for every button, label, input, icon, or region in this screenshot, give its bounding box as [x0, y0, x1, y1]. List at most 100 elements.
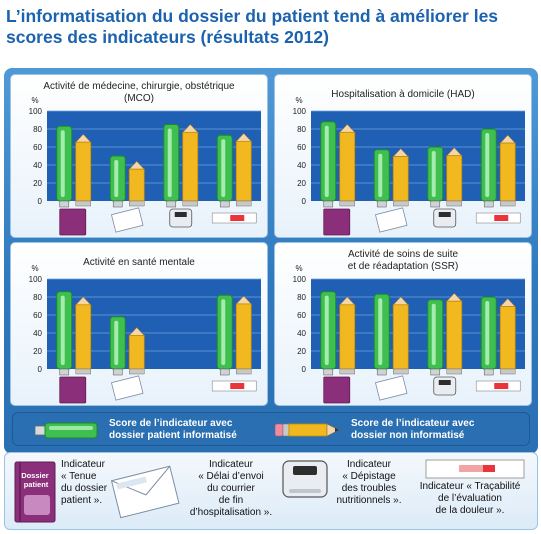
book-text-line-1: Dossier — [21, 471, 49, 480]
letter-icon — [110, 465, 180, 519]
pain-ruler-marker — [230, 215, 245, 221]
scale-icon — [169, 208, 193, 228]
chart-title-mental-health: Activité en santé mentale — [83, 257, 195, 268]
scale-icon — [433, 208, 457, 228]
patient-file-book-icon — [59, 208, 87, 236]
indicator-label-ruler: Indicateur « Traçabilité de l’évaluation… — [419, 481, 521, 516]
pencil-ferrule — [339, 368, 355, 375]
pencil-ferrule — [500, 200, 516, 207]
y-tick-label: 20 — [297, 179, 306, 188]
pencil-ferrule — [236, 368, 252, 375]
bar-paper — [75, 141, 92, 202]
scale-icon — [282, 460, 328, 498]
y-tick-label: 100 — [29, 107, 43, 116]
chart-ssr: 0 20 40 60 80 100% — [293, 264, 525, 404]
pencil-ferrule — [500, 368, 516, 375]
usb-plug — [430, 200, 441, 208]
letter-icon — [111, 207, 144, 233]
y-tick-label: 20 — [297, 347, 306, 356]
pencil-ferrule — [393, 368, 409, 375]
pencil-ferrule — [446, 368, 462, 375]
bar-highlight — [221, 299, 226, 365]
legend: Score de l’indicateur avec dossier patie… — [12, 412, 530, 446]
pencil-ferrule — [75, 368, 91, 375]
y-tick-label: 60 — [297, 143, 306, 152]
patient-file-book-icon — [59, 376, 87, 404]
chart-title-mco: Activité de médecine, chirurgie, obstétr… — [43, 81, 235, 104]
pencil-ferrule — [236, 200, 252, 207]
bar-paper — [499, 306, 516, 370]
scale-display — [438, 380, 451, 385]
pencil-ferrule — [129, 200, 145, 207]
chart-panel-mental-health: Activité en santé mentale 0 20 40 60 80 100% — [10, 242, 268, 406]
y-tick-label: 80 — [297, 125, 306, 134]
bar-paper — [182, 131, 199, 202]
y-tick-label: 40 — [33, 329, 42, 338]
bar-paper — [235, 303, 252, 370]
pencil-ferrule — [75, 200, 91, 207]
bar-paper — [446, 300, 463, 370]
bar-highlight — [485, 133, 490, 197]
bar-paper — [392, 156, 409, 202]
bar-paper — [128, 168, 145, 202]
usb-plug — [112, 368, 123, 376]
letter-icon — [375, 207, 408, 233]
y-tick-label: 40 — [297, 329, 306, 338]
usb-plug — [59, 368, 70, 376]
bar-highlight — [114, 160, 119, 197]
usb-plug — [376, 368, 387, 376]
patient-file-book-icon: Dossier patient — [14, 461, 56, 523]
bar-highlight — [431, 303, 436, 365]
letter-icon — [375, 375, 408, 401]
scale-display — [174, 212, 187, 217]
bar-highlight — [378, 153, 383, 197]
pain-ruler-marker — [230, 383, 245, 389]
chart-title-ssr: Activité de soins de suite et de réadapt… — [347, 249, 459, 272]
y-tick-label: 20 — [33, 179, 42, 188]
bar-paper — [446, 155, 463, 202]
y-tick-label: 60 — [297, 311, 306, 320]
y-tick-label: 0 — [38, 365, 43, 374]
bar-paper — [499, 142, 516, 202]
y-tick-label: 80 — [33, 125, 42, 134]
y-tick-label: 80 — [297, 293, 306, 302]
y-axis-label: % — [31, 264, 38, 273]
bar-highlight — [324, 295, 329, 365]
usb-key-icon — [35, 422, 98, 439]
bar-highlight — [60, 295, 65, 365]
y-tick-label: 40 — [33, 161, 42, 170]
chart-panel-mco: Activité de médecine, chirurgie, obstétr… — [10, 74, 268, 238]
bar-highlight — [114, 320, 119, 365]
y-tick-label: 20 — [33, 347, 42, 356]
letter-icon — [111, 375, 144, 401]
patient-file-book-icon — [323, 208, 351, 236]
chart-title-had: Hospitalisation à domicile (HAD) — [331, 89, 475, 100]
usb-plug — [166, 200, 177, 208]
bar-highlight — [324, 125, 329, 197]
svg-text:Dossier patient: Dossier patient — [21, 471, 51, 489]
indicator-key: Dossier patient Indicateur « Tenue du do… — [4, 452, 538, 530]
y-tick-label: 80 — [33, 293, 42, 302]
pencil-ferrule — [446, 200, 462, 207]
scale-display — [438, 212, 451, 217]
y-axis-label: % — [295, 264, 302, 273]
bar-paper — [339, 304, 356, 370]
y-tick-label: 0 — [302, 365, 307, 374]
bar-paper — [235, 140, 252, 202]
y-tick-label: 60 — [33, 143, 42, 152]
indicator-label-file: Indicateur « Tenue du dossier patient ». — [61, 459, 108, 506]
legend-label-paper: Score de l’indicateur avec dossier non i… — [351, 418, 475, 441]
pencil-ferrule — [393, 200, 409, 207]
pain-ruler-marker — [494, 383, 509, 389]
patient-file-book-icon — [323, 376, 351, 404]
pain-ruler-marker — [494, 215, 509, 221]
usb-plug — [112, 200, 123, 208]
bar-highlight — [485, 301, 490, 365]
y-tick-label: 0 — [302, 197, 307, 206]
y-axis-label: % — [295, 96, 302, 105]
usb-plug — [376, 200, 387, 208]
bar-highlight — [167, 128, 172, 197]
legend-label-computerized: Score de l’indicateur avec dossier patie… — [109, 418, 237, 441]
book-text-line-2: patient — [24, 480, 49, 489]
y-tick-label: 40 — [297, 161, 306, 170]
